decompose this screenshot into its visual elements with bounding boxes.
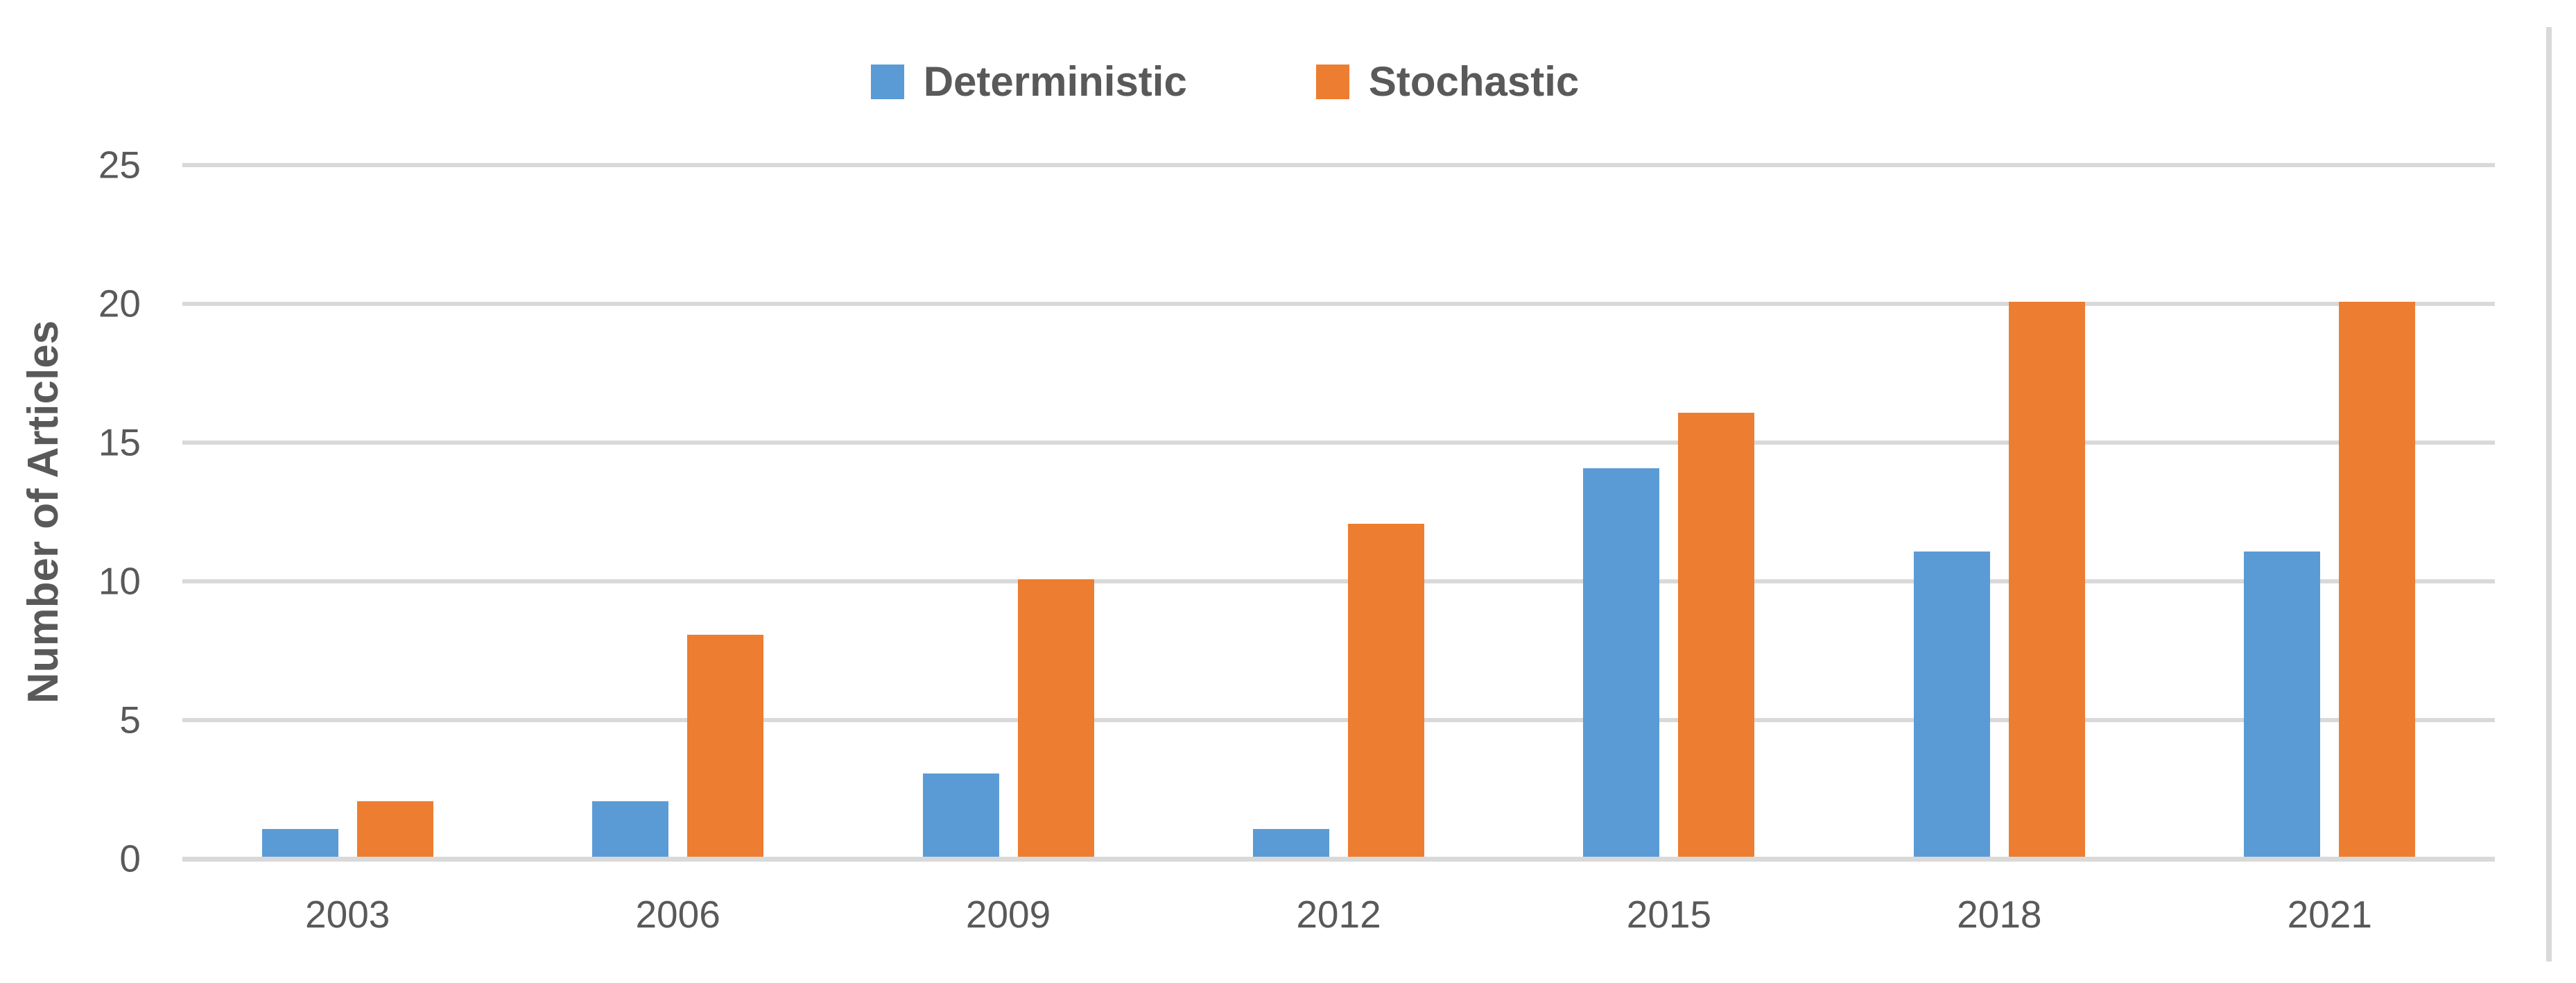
legend-swatch-stochastic-icon	[1315, 64, 1349, 99]
x-tick-label-2015: 2015	[1626, 893, 1712, 936]
bar-stochastic-2009	[1017, 579, 1094, 857]
x-tick-label-2021: 2021	[2287, 893, 2372, 936]
bar-deterministic-2006	[592, 801, 669, 857]
bar-stochastic-2021	[2339, 302, 2416, 857]
x-tick-label-2012: 2012	[1296, 893, 1381, 936]
bar-stochastic-2003	[356, 801, 433, 857]
x-tick-label-2006: 2006	[635, 893, 720, 936]
bar-stochastic-2018	[2008, 302, 2085, 857]
bar-deterministic-2012	[1253, 829, 1329, 857]
plot-area	[182, 163, 2495, 862]
bar-stochastic-2006	[687, 635, 764, 857]
legend-item-stochastic: Stochastic	[1315, 58, 1580, 105]
gridline-20	[182, 302, 2495, 306]
gridline-5	[182, 718, 2495, 722]
x-tick-label-2009: 2009	[965, 893, 1051, 936]
y-tick-label-15: 15	[98, 420, 141, 464]
y-axis-tick-labels: 0 5 10 15 20 25	[0, 146, 141, 878]
y-tick-label-25: 25	[98, 143, 141, 187]
gridline-10	[182, 579, 2495, 583]
legend-label-deterministic: Deterministic	[923, 58, 1187, 105]
bar-deterministic-2018	[1913, 552, 1990, 857]
gridline-25	[182, 163, 2495, 167]
bar-deterministic-2009	[922, 773, 999, 857]
bar-stochastic-2015	[1678, 413, 1755, 857]
gridline-15	[182, 441, 2495, 445]
bar-deterministic-2021	[2244, 552, 2321, 857]
x-axis-line	[182, 857, 2495, 862]
y-tick-label-0: 0	[119, 837, 141, 880]
chart-legend: Deterministic Stochastic	[69, 49, 2381, 114]
x-axis-tick-labels: 2003 2006 2009 2012 2015 2018 2021	[182, 896, 2495, 937]
bar-stochastic-2012	[1348, 524, 1424, 857]
y-tick-label-10: 10	[98, 559, 141, 603]
x-tick-label-2018: 2018	[1957, 893, 2042, 936]
chart-frame-right-border-line	[2546, 27, 2552, 961]
y-tick-label-20: 20	[98, 282, 141, 325]
bar-deterministic-2003	[261, 829, 338, 857]
legend-label-stochastic: Stochastic	[1368, 58, 1580, 105]
x-tick-label-2003: 2003	[305, 893, 390, 936]
legend-item-deterministic: Deterministic	[870, 58, 1187, 105]
y-tick-label-5: 5	[119, 698, 141, 742]
bar-deterministic-2015	[1583, 468, 1660, 857]
legend-swatch-deterministic-icon	[870, 64, 904, 99]
